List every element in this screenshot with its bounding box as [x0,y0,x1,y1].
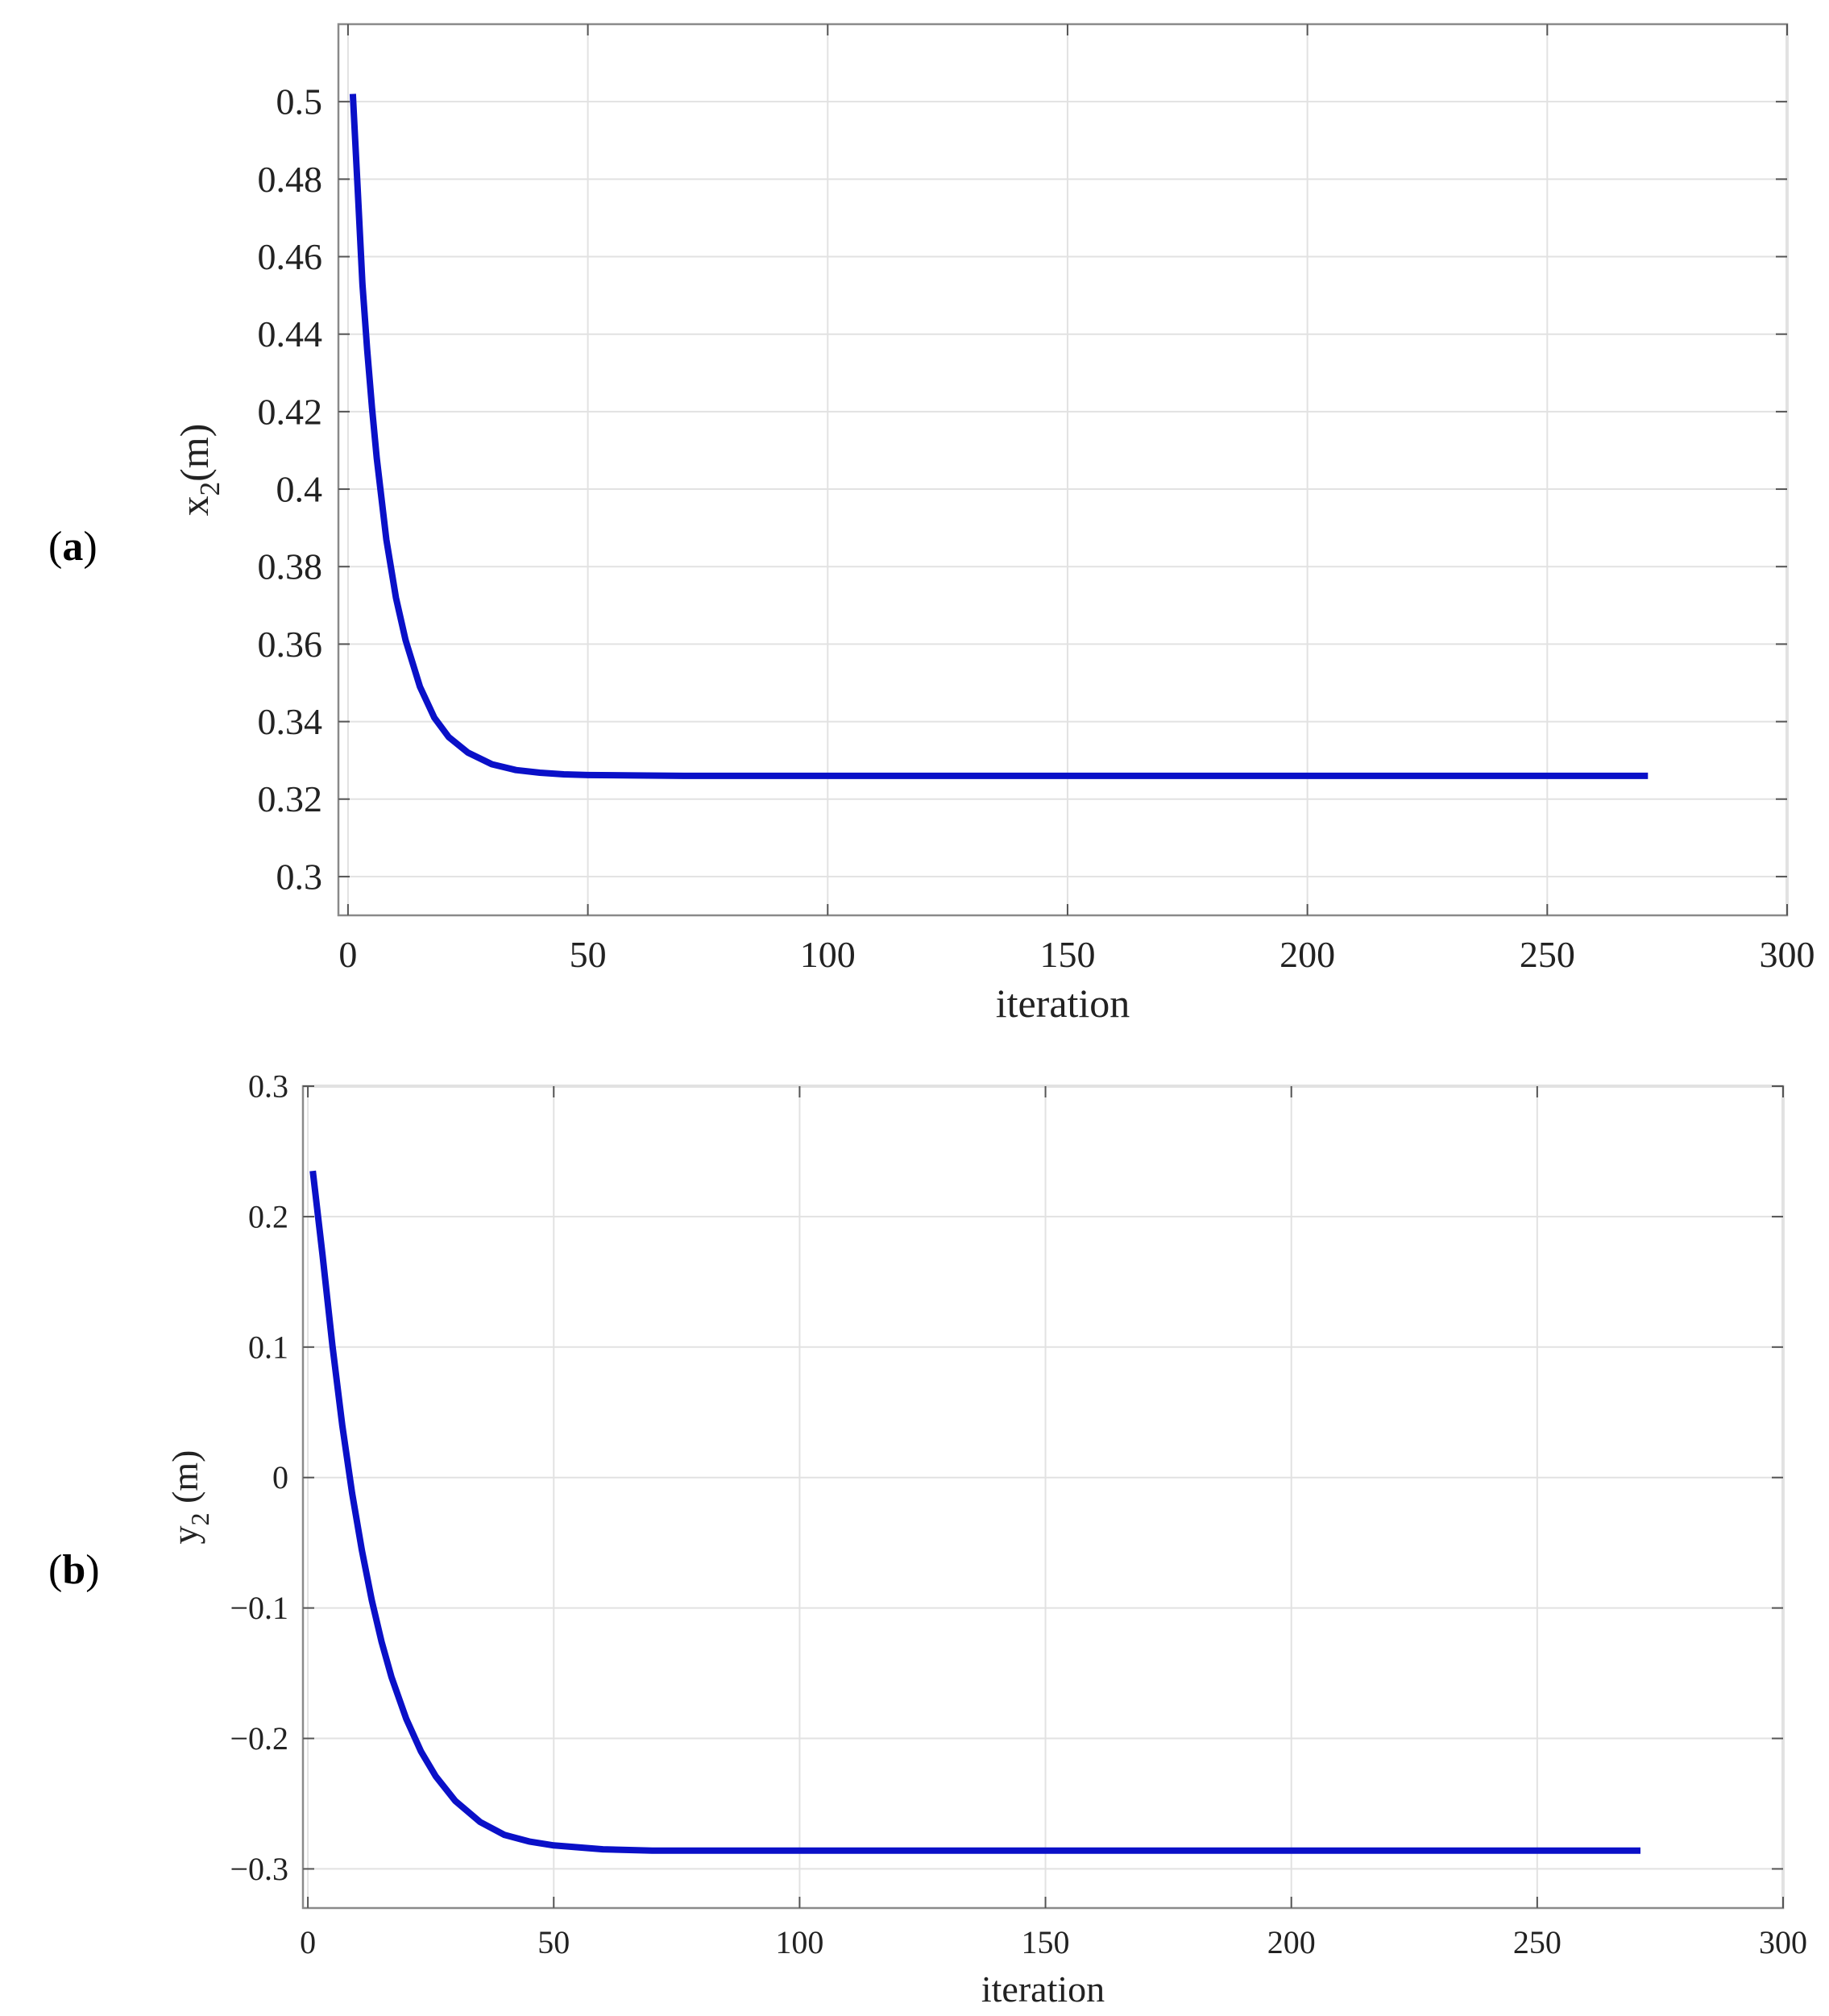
y-axis-title-symbol: x [172,496,217,516]
y-tick-label: −0.1 [230,1590,288,1626]
y-tick-label: 0.46 [258,236,323,277]
x-tick-label: 0 [300,1924,316,1960]
y-tick-label: 0.3 [276,856,323,897]
x-tick-label: 50 [537,1924,570,1960]
x-axis-title: iteration [981,1968,1105,2010]
chart-panel-1: 0 50 100 150 200 250 300 0.3 0.32 0.34 0.36 0.38 0.4… [48,23,1815,1026]
y-tick-label: 0.34 [258,701,323,742]
panel-label-letter: a [62,524,83,570]
y-tick-label: −0.2 [230,1720,288,1757]
y-tick-label: −0.3 [230,1851,288,1887]
y-tick-label: 0.2 [248,1198,288,1234]
y-tick-label: 0.42 [258,391,323,432]
y-tick-label: 0.38 [258,546,323,587]
x-tick-label: 300 [1759,1924,1807,1960]
x-tick-label: 250 [1520,934,1575,975]
series-line-1 [349,93,1649,779]
x-tick-label: 200 [1279,934,1335,975]
x-tick-label: 100 [800,934,856,975]
y-tick-label: 0.44 [258,313,323,355]
panel-label-close: ) [85,1547,99,1593]
x-axis-title: iteration [996,981,1130,1026]
y-axis-title-unit: (m) [164,1450,205,1512]
x-tick-label: 50 [570,934,607,975]
panel-label-close: ) [83,524,97,570]
y-tick-label: 0.36 [258,624,323,665]
x-tick-label: 200 [1267,1924,1316,1960]
y-tick-label: 0.1 [248,1329,288,1365]
panel-label-letter: b [62,1547,85,1593]
plot-frame [337,23,1789,917]
y-tick-label: 0.48 [258,159,323,200]
chart-panel-2: 0 50 100 150 200 250 300 −0.3 −0.2 −0.1 0 0.1 0.2 0.3… [48,1068,1807,2010]
x-tick-label: 150 [1039,934,1095,975]
y-axis-title-unit: (m) [172,424,217,482]
x-tick-label: 300 [1760,934,1815,975]
series-line-1 [309,1170,1640,1854]
y-axis-title: y2 (m) [164,1450,214,1544]
y-axis-title-subscript: 2 [194,482,226,496]
y-tick-label: 0.5 [276,81,323,122]
y-axis-title-symbol: y [164,1526,205,1545]
y-axis-title-subscript: 2 [185,1512,214,1525]
panel-label: (a) [48,524,97,570]
x-tick-label: 150 [1022,1924,1070,1960]
y-tick-label: 0.4 [276,469,323,510]
panel-label-open: ( [48,1547,62,1593]
panel-label: (b) [48,1547,100,1593]
x-tick-label: 100 [775,1924,823,1960]
plot-frame [301,1085,1785,1910]
y-tick-label: 0.32 [258,778,323,819]
panel-label-open: ( [48,524,62,570]
y-axis-title: x2(m) [172,424,226,516]
x-tick-label: 250 [1513,1924,1561,1960]
y-tick-label: 0 [272,1459,288,1495]
x-tick-label: 0 [338,934,357,975]
y-tick-label: 0.3 [248,1068,288,1105]
